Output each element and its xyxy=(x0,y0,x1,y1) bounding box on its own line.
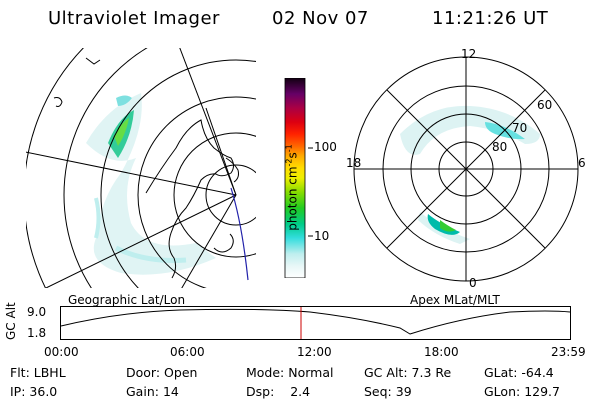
altitude-xtick-3: 18:00 xyxy=(424,345,459,359)
mlt-label-18: 18 xyxy=(346,156,362,170)
altitude-ylabel: GC Alt xyxy=(4,302,18,340)
seq-info: Seq: 39 xyxy=(364,384,412,399)
magnetic-caption: Apex MLat/MLT xyxy=(410,293,500,307)
colorbar-tick-10: 10 xyxy=(314,229,330,243)
gain-label: Gain: xyxy=(126,384,159,399)
door-info: Door: Open xyxy=(126,365,197,380)
colorbar xyxy=(284,78,306,278)
colorbar-tick-100: 100 xyxy=(314,140,337,154)
altitude-ytick-low: 1.8 xyxy=(27,326,47,340)
gcalt-info: GC Alt: 7.3 Re xyxy=(364,365,451,380)
instrument-title: Ultraviolet Imager xyxy=(48,8,220,29)
geographic-map xyxy=(26,48,256,288)
time-label: 11:21:26 UT xyxy=(432,8,549,29)
dsp-value: 2.4 xyxy=(290,384,311,399)
aurora-emission-geo xyxy=(86,93,216,275)
gain-value: 14 xyxy=(162,384,179,399)
coastlines xyxy=(53,57,239,279)
colorbar-label-text: photon cm xyxy=(285,166,300,231)
altitude-xtick-4: 23:59 xyxy=(551,345,586,359)
mlt-label-12: 12 xyxy=(461,47,477,61)
date-label: 02 Nov 07 xyxy=(272,8,369,29)
seq-label: Seq: xyxy=(364,384,392,399)
filter-label: Flt: xyxy=(10,365,30,380)
colorbar-label-mid: s xyxy=(285,152,300,159)
mode-info: Mode: Normal xyxy=(246,365,334,380)
glat-label: GLat: xyxy=(484,365,518,380)
gcalt-label: GC Alt: xyxy=(364,365,408,380)
dsp-info: Dsp: 2.4 xyxy=(246,384,310,399)
altitude-xtick-2: 12:00 xyxy=(297,345,332,359)
mode-value: Normal xyxy=(288,365,334,380)
lat-label-80: 80 xyxy=(492,140,508,154)
colorbar-label-exp1: -2 xyxy=(284,158,294,167)
ip-label: IP: xyxy=(10,384,26,399)
ip-info: IP: 36.0 xyxy=(10,384,57,399)
altitude-xtick-1: 06:00 xyxy=(170,345,205,359)
ip-value: 36.0 xyxy=(29,384,58,399)
gcalt-value: 7.3 Re xyxy=(411,365,452,380)
glon-value: 129.7 xyxy=(524,384,560,399)
latitude-circles xyxy=(26,48,256,288)
colorbar-tick-marks xyxy=(308,147,313,237)
altitude-ytick-high: 9.0 xyxy=(27,305,47,319)
glat-value: -64.4 xyxy=(521,365,554,380)
seq-value: 39 xyxy=(395,384,412,399)
mlt-label-6: 6 xyxy=(578,156,586,170)
glon-info: GLon: 129.7 xyxy=(484,384,560,399)
lat-label-70: 70 xyxy=(512,121,528,135)
altitude-trace xyxy=(60,308,571,335)
geographic-caption: Geographic Lat/Lon xyxy=(68,293,186,307)
mlt-label-0: 0 xyxy=(469,276,477,290)
altitude-xtick-0: 00:00 xyxy=(44,345,79,359)
gain-info: Gain: 14 xyxy=(126,384,179,399)
magnetic-polar-map xyxy=(353,56,579,282)
filter-value: LBHL xyxy=(33,365,66,380)
colorbar-label-exp2: -1 xyxy=(284,144,294,153)
door-label: Door: xyxy=(126,365,161,380)
mode-label: Mode: xyxy=(246,365,285,380)
filter-info: Flt: LBHL xyxy=(10,365,66,380)
glon-label: GLon: xyxy=(484,384,521,399)
lat-label-60: 60 xyxy=(537,98,553,112)
polar-grid xyxy=(353,56,579,282)
dsp-label: Dsp: xyxy=(246,384,275,399)
glat-info: GLat: -64.4 xyxy=(484,365,554,380)
altitude-plot xyxy=(60,306,571,340)
satellite-track xyxy=(230,187,249,281)
colorbar-label: photon cm-2s-1 xyxy=(285,128,300,248)
door-value: Open xyxy=(164,365,198,380)
